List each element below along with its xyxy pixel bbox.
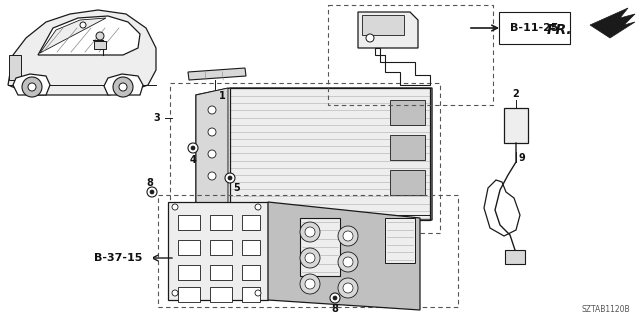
Circle shape: [191, 146, 195, 150]
Circle shape: [305, 227, 315, 237]
Circle shape: [300, 274, 320, 294]
Bar: [158, 195, 458, 307]
Circle shape: [22, 77, 42, 97]
Circle shape: [228, 176, 232, 180]
Circle shape: [28, 83, 36, 91]
Bar: [300, 218, 340, 276]
Polygon shape: [13, 74, 50, 95]
Bar: [210, 240, 232, 255]
Circle shape: [338, 226, 358, 246]
Bar: [9, 55, 21, 80]
Circle shape: [188, 143, 198, 153]
Circle shape: [343, 283, 353, 293]
Bar: [170, 83, 440, 233]
Circle shape: [338, 252, 358, 272]
Circle shape: [255, 204, 261, 210]
Bar: [385, 218, 415, 263]
Bar: [210, 265, 232, 280]
Circle shape: [172, 204, 178, 210]
Circle shape: [330, 293, 340, 303]
Text: 4: 4: [189, 155, 196, 165]
Text: B-11-25: B-11-25: [510, 23, 559, 33]
Bar: [178, 265, 200, 280]
Bar: [230, 88, 430, 220]
Text: 2: 2: [513, 89, 520, 99]
Circle shape: [305, 253, 315, 263]
Bar: [504, 108, 528, 143]
Bar: [362, 15, 404, 35]
Bar: [390, 170, 425, 195]
Circle shape: [343, 231, 353, 241]
Text: B-37-15: B-37-15: [93, 253, 142, 263]
Bar: [390, 135, 425, 160]
Text: SZTAB1120B: SZTAB1120B: [581, 305, 630, 314]
Circle shape: [208, 128, 216, 136]
Polygon shape: [38, 16, 140, 55]
Bar: [178, 287, 200, 302]
Text: 5: 5: [234, 183, 241, 193]
Circle shape: [255, 290, 261, 296]
Circle shape: [208, 172, 216, 180]
Polygon shape: [168, 202, 268, 300]
Text: 3: 3: [154, 113, 161, 123]
Circle shape: [225, 173, 235, 183]
Circle shape: [113, 77, 133, 97]
Bar: [94, 41, 106, 49]
Circle shape: [208, 106, 216, 114]
Bar: [178, 240, 200, 255]
Circle shape: [343, 257, 353, 267]
Bar: [242, 287, 260, 302]
Text: 8: 8: [147, 178, 154, 188]
Circle shape: [300, 222, 320, 242]
Circle shape: [338, 278, 358, 298]
Circle shape: [172, 290, 178, 296]
Circle shape: [96, 32, 104, 40]
Circle shape: [300, 248, 320, 268]
Circle shape: [333, 296, 337, 300]
Polygon shape: [188, 68, 246, 80]
Text: 8: 8: [332, 304, 339, 314]
Circle shape: [305, 279, 315, 289]
Bar: [242, 240, 260, 255]
Polygon shape: [40, 18, 106, 53]
Circle shape: [150, 190, 154, 194]
Polygon shape: [8, 10, 156, 95]
Bar: [242, 265, 260, 280]
Polygon shape: [358, 12, 418, 48]
Text: 1: 1: [219, 91, 225, 101]
Bar: [328, 5, 493, 105]
Text: 9: 9: [518, 153, 525, 163]
Circle shape: [147, 187, 157, 197]
Bar: [390, 100, 425, 125]
Polygon shape: [268, 202, 420, 310]
Circle shape: [80, 22, 86, 28]
Circle shape: [119, 83, 127, 91]
Bar: [242, 215, 260, 230]
Circle shape: [208, 150, 216, 158]
Polygon shape: [196, 88, 432, 220]
Polygon shape: [196, 88, 228, 220]
Text: FR.: FR.: [547, 23, 572, 37]
Polygon shape: [104, 74, 143, 95]
Bar: [210, 215, 232, 230]
Bar: [505, 250, 525, 264]
Bar: [210, 287, 232, 302]
Bar: [178, 215, 200, 230]
Circle shape: [366, 34, 374, 42]
Polygon shape: [590, 8, 635, 38]
